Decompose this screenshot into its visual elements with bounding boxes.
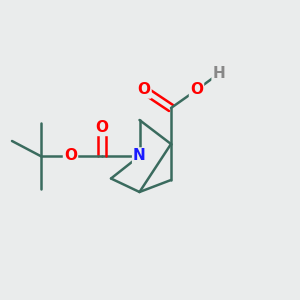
Text: O: O — [190, 82, 203, 98]
Text: O: O — [137, 82, 151, 98]
Text: O: O — [95, 120, 109, 135]
Text: N: N — [133, 148, 146, 164]
Text: H: H — [213, 66, 225, 81]
Text: O: O — [64, 148, 77, 164]
